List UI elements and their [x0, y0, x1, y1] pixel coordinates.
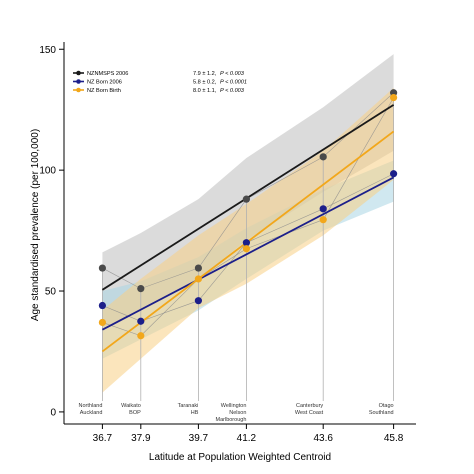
connector-nz-born-2006: [102, 173, 394, 322]
point-nznmsps-2006-0: [98, 264, 106, 272]
legend-label-nz-born-birth: NZ Born Birth: [87, 88, 121, 94]
x-tick-label: 43.6: [313, 433, 333, 444]
point-nz-born-birth-0: [98, 318, 106, 327]
axes: 0 50 100 150 36.7 37.9 39.7 41.2 43.6 45.8 Latitud…: [30, 42, 416, 463]
y-tick-label: 100: [39, 166, 56, 177]
point-nznmsps-2006-1: [137, 285, 145, 293]
connector-nznmsps-2006: [102, 92, 394, 289]
legend-label-nznmsps-2006: NZNMSPS 2006: [87, 71, 128, 77]
connector-nz-born-birth: [102, 97, 394, 337]
legend-swatch-marker: [76, 70, 81, 76]
point-nz-born-birth-3: [242, 245, 250, 253]
x-tick-label: 36.7: [93, 433, 113, 444]
legend-stat: 7.9 ± 1.2,: [193, 71, 217, 77]
point-nz-born-2006-1: [137, 317, 145, 325]
region-label-wellington: Wellington: [221, 403, 247, 409]
region-label-waikato: Waikato: [121, 403, 141, 409]
point-nz-born-2006-2: [194, 297, 202, 305]
point-nz-born-2006-4: [319, 205, 327, 213]
legend-p-value: P < 0.0001: [220, 80, 247, 86]
x-tick-label: 45.8: [384, 433, 404, 444]
fit-line-nz-born-2006: [101, 176, 395, 331]
point-nz-born-2006-0: [98, 301, 106, 310]
region-label-southland: Southland: [369, 410, 394, 416]
legend-swatch-marker: [76, 79, 81, 84]
point-nz-born-2006-5: [390, 170, 398, 178]
region-label-auckland: Auckland: [80, 410, 103, 416]
point-nznmsps-2006-4: [319, 153, 327, 161]
point-nz-born-birth-4: [319, 216, 327, 224]
x-tick-label: 39.7: [189, 433, 209, 444]
point-connector-lines: [102, 92, 394, 337]
region-label-west-coast: West Coast: [295, 410, 324, 416]
confidence-bands: [102, 54, 394, 393]
region-label-marlborough: Marlborough: [216, 417, 247, 423]
y-tick-label: 150: [39, 45, 56, 56]
y-tick-label: 50: [45, 287, 57, 298]
legend-label-nz-born-2006: NZ Born 2006: [87, 80, 122, 86]
legend-swatch-marker: [76, 87, 81, 93]
point-nznmsps-2006-2: [194, 264, 202, 272]
region-label-bop: BOP: [129, 410, 141, 416]
region-label-otago: Otago: [379, 403, 394, 409]
x-axis-title: Latitude at Population Weighted Centroid: [149, 452, 331, 463]
region-label-northland: Northland: [79, 403, 103, 409]
legend-stat: 8.0 ± 1.1,: [193, 88, 217, 94]
y-axis-title: Age standardised prevalence (per 100,000…: [30, 129, 41, 321]
region-label-hb: HB: [191, 410, 199, 416]
region-label-canterbury: Canterbury: [296, 403, 323, 409]
y-tick-label: 0: [50, 407, 56, 418]
x-tick-label: 41.2: [237, 433, 257, 444]
point-nz-born-birth-1: [137, 332, 145, 340]
data-points: [98, 89, 398, 340]
legend-stat: 5.8 ± 0.2,: [193, 80, 217, 86]
point-nz-born-birth-5: [390, 94, 398, 102]
legend-p-value: P < 0.003: [220, 71, 245, 77]
region-label-taranaki: Taranaki: [178, 403, 199, 409]
x-tick-label: 37.9: [131, 433, 151, 444]
region-guide-lines: [102, 92, 395, 402]
point-nz-born-2006-3: [242, 239, 250, 247]
legend-p-value: P < 0.003: [220, 88, 245, 94]
point-nznmsps-2006-3: [242, 195, 250, 203]
region-label-nelson: Nelson: [229, 410, 246, 416]
point-nz-born-birth-2: [194, 275, 202, 283]
